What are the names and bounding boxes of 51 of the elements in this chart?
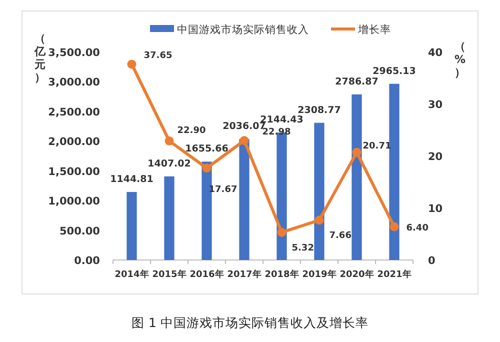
x-tick-label: 2020年 (340, 269, 374, 280)
data-label: 2965.13 (372, 66, 416, 77)
y2-axis-title: （%） (454, 40, 466, 79)
point (352, 148, 362, 157)
point (390, 222, 399, 232)
bar (164, 176, 174, 260)
x-tick-label: 2017年 (227, 269, 262, 280)
point (202, 164, 212, 173)
y-tick-label: 500.00 (59, 225, 100, 238)
data-label: 37.65 (144, 51, 172, 62)
bar (314, 122, 324, 260)
y2-tick-label: 10 (428, 203, 443, 215)
point (127, 60, 136, 69)
point (314, 216, 324, 225)
y2-tick-label: 20 (428, 151, 443, 163)
point (164, 136, 174, 146)
data-label: 1655.66 (185, 144, 229, 155)
x-tick-label: 2016年 (190, 269, 224, 280)
data-label: 6.40 (406, 224, 428, 234)
y-tick-label: 0.00 (74, 255, 100, 267)
y-axis-title: （亿元） (34, 32, 46, 84)
x-tick-label: 2019年 (302, 269, 336, 280)
data-label: 1407.02 (148, 158, 191, 170)
bar (352, 94, 362, 260)
bar (239, 139, 250, 260)
y-tick-label: 2,500.00 (48, 106, 100, 118)
y2-tick-label: 40 (428, 47, 443, 59)
y2-tick-label: 30 (428, 99, 443, 111)
data-label: 2308.77 (298, 104, 341, 116)
y2-tick-label: 0 (428, 255, 436, 267)
data-label: 22.90 (177, 126, 206, 136)
legend-label: 中国游戏市场实际销售收入 (177, 23, 309, 36)
y-tick-label: 1,000.00 (48, 196, 100, 208)
data-label: 7.66 (329, 231, 352, 242)
y-tick-label: 3,500.00 (48, 47, 100, 59)
data-label: 5.32 (292, 243, 314, 254)
bar (389, 84, 400, 260)
legend-label: 增长率 (357, 23, 391, 36)
y-tick-label: 1,500.00 (48, 166, 100, 178)
point (240, 136, 249, 146)
x-tick-label: 2018年 (264, 269, 299, 280)
point (277, 228, 286, 237)
data-label: 2786.87 (335, 76, 378, 88)
x-tick-label: 2015年 (152, 269, 186, 280)
x-tick-label: 2021年 (377, 269, 412, 280)
text: 图 1 中国游戏市场实际销售收入及增长率 (132, 315, 368, 330)
y-tick-label: 2,000.00 (48, 136, 100, 148)
data-label: 1144.81 (110, 174, 154, 185)
bar (126, 192, 137, 260)
x-tick-label: 2014年 (114, 269, 149, 280)
y-tick-label: 3,000.00 (48, 76, 100, 89)
